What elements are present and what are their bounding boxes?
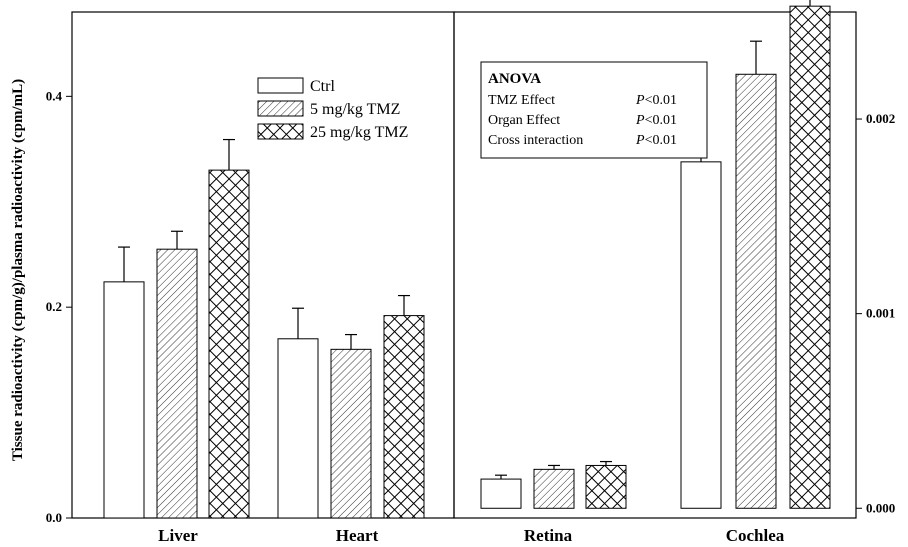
category-label-heart: Heart [336, 526, 379, 545]
right-y-tick-label: 0.001 [866, 306, 895, 321]
legend: Ctrl 5 mg/kg TMZ 25 mg/kg TMZ [257, 77, 408, 141]
anova-row-value: P<0.01 [635, 93, 677, 108]
anova-box: ANOVA TMZ Effect P<0.01 Organ Effect P<0… [480, 61, 708, 159]
legend-swatch-25mg [257, 123, 304, 140]
bar-liver-5mg [156, 248, 198, 519]
anova-row-label: TMZ Effect [488, 93, 555, 108]
anova-p-symbol: P [635, 93, 645, 108]
anova-frame [480, 61, 708, 159]
left-y-tick-label: 0.0 [46, 510, 62, 525]
bar-retina-25mg [585, 464, 627, 509]
anova-title: ANOVA [488, 71, 541, 87]
bar-heart-5mg [330, 348, 372, 519]
legend-label-ctrl: Ctrl [310, 78, 335, 95]
left-y-tick-label: 0.2 [46, 299, 62, 314]
anova-p-symbol: P [635, 113, 645, 128]
bar-heart-ctrl [277, 338, 319, 519]
category-label-liver: Liver [158, 526, 198, 545]
legend-label-25mg: 25 mg/kg TMZ [310, 124, 408, 141]
anova-row-label: Cross interaction [488, 133, 583, 148]
anova-row-label: Organ Effect [488, 113, 560, 128]
anova-p-value: <0.01 [645, 93, 677, 108]
left-y-tick-label: 0.4 [46, 88, 63, 103]
legend-swatch-ctrl [257, 77, 304, 94]
bar-retina-5mg [533, 468, 575, 509]
bar-retina-ctrl [480, 478, 522, 509]
bar-cochlea-25mg [789, 5, 831, 509]
right-y-axis: 0.000 0.001 0.002 [856, 111, 895, 515]
legend-label-5mg: 5 mg/kg TMZ [310, 101, 400, 118]
category-label-cochlea: Cochlea [726, 526, 785, 545]
anova-p-value: <0.01 [645, 133, 677, 148]
bars-group [103, 0, 831, 519]
anova-row-value: P<0.01 [635, 133, 677, 148]
bar-liver-25mg [208, 169, 250, 519]
right-panel-frame [453, 11, 857, 519]
right-y-tick-label: 0.002 [866, 111, 895, 126]
legend-swatch-5mg [257, 100, 304, 117]
anova-p-value: <0.01 [645, 113, 677, 128]
bar-cochlea-5mg [735, 73, 777, 509]
left-y-axis: 0.0 0.2 0.4 [46, 88, 72, 525]
anova-p-symbol: P [635, 133, 645, 148]
anova-row-value: P<0.01 [635, 113, 677, 128]
bar-cochlea-ctrl [680, 161, 722, 509]
bar-heart-25mg [383, 315, 425, 519]
y-axis-label: Tissue radioactivity (cpm/g)/plasma radi… [10, 79, 26, 461]
bar-liver-ctrl [103, 281, 145, 519]
right-y-tick-label: 0.000 [866, 500, 895, 515]
category-label-retina: Retina [524, 526, 573, 545]
